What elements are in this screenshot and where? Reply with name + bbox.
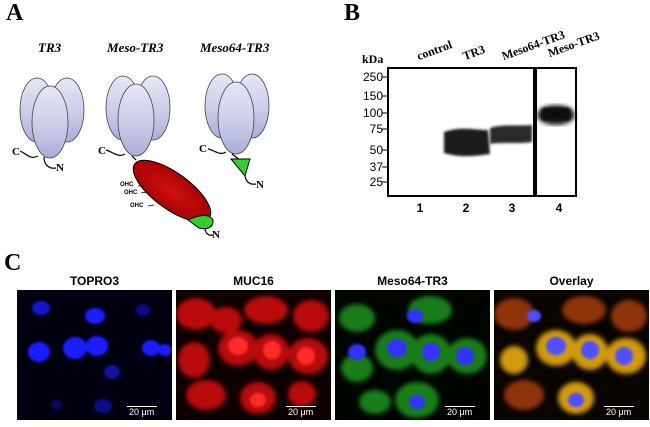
image-title-topro3: TOPRO3	[69, 274, 120, 288]
band-tr3	[444, 128, 490, 157]
mw-ticks	[382, 76, 388, 183]
scale-label: 20 μm	[447, 407, 473, 417]
construct-label-meso-tr3: Meso-TR3	[107, 40, 164, 55]
panel-a-letter: A	[6, 0, 24, 26]
mw-marker-250: 250	[362, 70, 383, 84]
scale-label: 20 μm	[288, 407, 314, 417]
image-title-overlay: Overlay	[549, 274, 594, 288]
scale-bar	[127, 406, 157, 407]
meso64-tr3-n-terminus: N	[256, 179, 264, 191]
band-meso64-tr3	[490, 125, 532, 144]
mw-marker-25: 25	[369, 175, 383, 189]
meso-tr3-c-terminus: C	[98, 145, 106, 157]
meso64-tr3-c-terminus: C	[199, 143, 207, 155]
ohc-label: OHC	[124, 190, 138, 196]
meso-tr3-trimer	[105, 75, 214, 236]
tr3-n-terminus: N	[56, 162, 64, 174]
image-title-muc16: MUC16	[233, 274, 274, 288]
scale-bar	[604, 406, 634, 407]
mw-marker-150: 150	[362, 89, 383, 103]
construct-label-meso64-tr3: Meso64-TR3	[200, 40, 270, 55]
micrograph-overlay: 20 μm	[494, 290, 649, 420]
lane-number-1: 1	[416, 201, 424, 215]
image-title-meso64-tr3: Meso64-TR3	[377, 274, 448, 288]
scale-bar	[445, 406, 475, 407]
panel-b-letter: B	[344, 0, 361, 26]
scale-label: 20 μm	[606, 407, 632, 417]
micrograph-muc16: 20 μm	[176, 290, 331, 420]
tr3-trimer	[19, 77, 85, 169]
mw-marker-37: 37	[369, 160, 383, 174]
lane-number-4: 4	[555, 201, 563, 215]
meso64-tr3-trimer	[204, 73, 270, 185]
mw-marker-100: 100	[362, 106, 383, 120]
western-blot	[382, 67, 577, 197]
scale-bar	[286, 406, 316, 407]
lane-number-3: 3	[508, 201, 516, 215]
lane-number-2: 2	[462, 201, 470, 215]
mw-marker-50: 50	[369, 143, 383, 157]
panel-c-letter: C	[4, 250, 22, 276]
kda-label: kDa	[362, 52, 384, 66]
construct-diagrams	[19, 73, 270, 236]
construct-label-tr3: TR3	[38, 40, 62, 55]
micrograph-topro3: 20 μm	[17, 290, 172, 420]
mw-marker-75: 75	[369, 122, 383, 136]
ohc-label: OHC	[130, 203, 144, 209]
tr3-c-terminus: C	[12, 146, 20, 158]
scale-label: 20 μm	[129, 407, 155, 417]
micrograph-meso64-tr3: 20 μm	[335, 290, 490, 420]
ohc-label: OHC	[120, 182, 134, 188]
meso-tr3-n-terminus: N	[212, 229, 220, 241]
